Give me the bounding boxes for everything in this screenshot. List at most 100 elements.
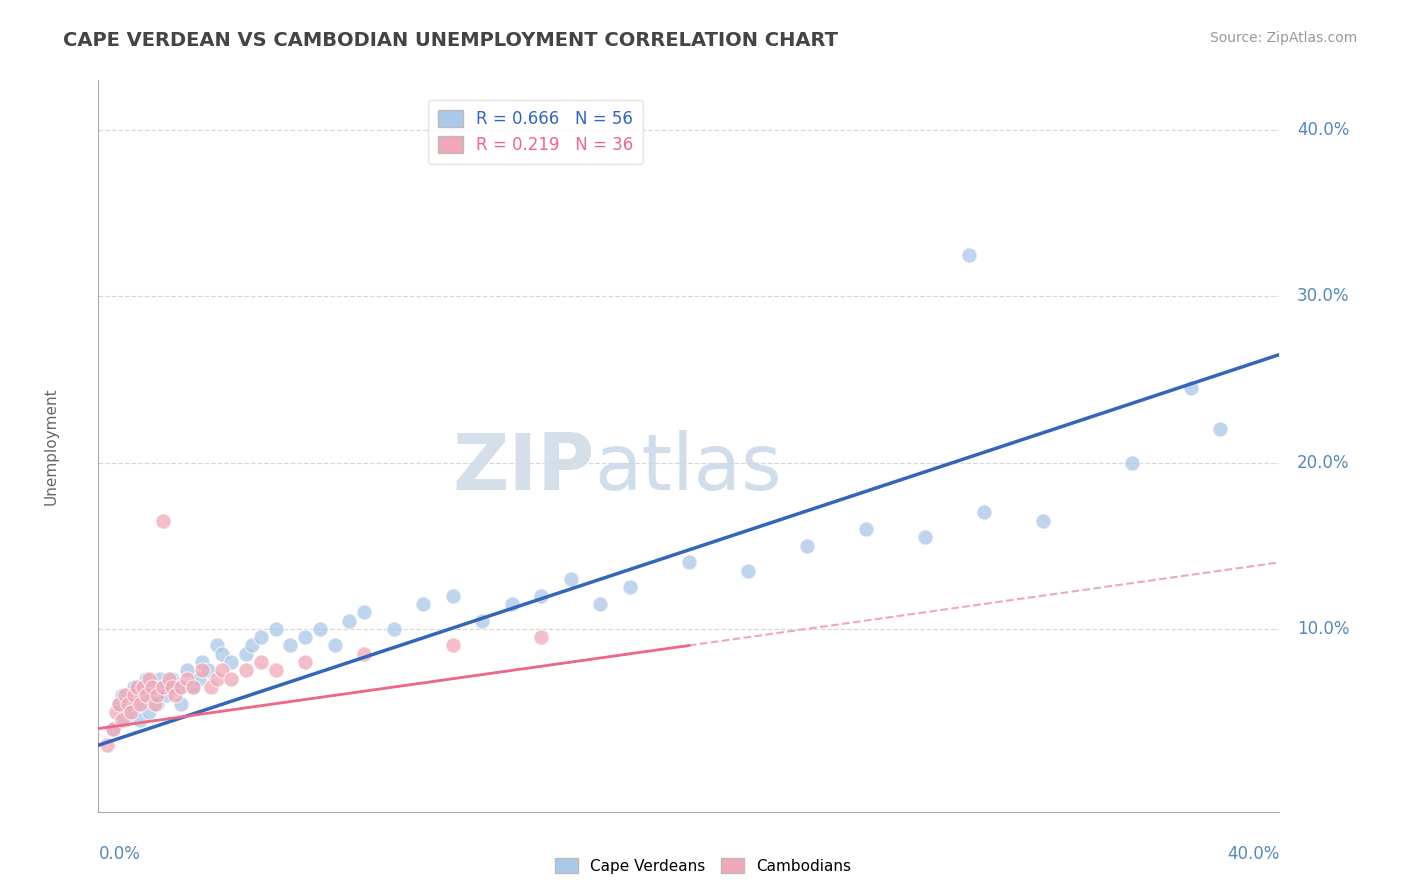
Point	[167, 680, 190, 694]
Point	[162, 672, 183, 686]
Point	[125, 680, 148, 694]
Point	[501, 597, 523, 611]
Point	[157, 672, 180, 686]
Point	[132, 689, 155, 703]
Point	[103, 722, 125, 736]
Point	[250, 655, 273, 669]
Point	[211, 647, 233, 661]
Text: CAPE VERDEAN VS CAMBODIAN UNEMPLOYMENT CORRELATION CHART: CAPE VERDEAN VS CAMBODIAN UNEMPLOYMENT C…	[63, 31, 838, 50]
Point	[155, 689, 177, 703]
Point	[235, 664, 257, 678]
Point	[353, 647, 375, 661]
Text: 30.0%: 30.0%	[1298, 287, 1350, 305]
Text: 40.0%: 40.0%	[1298, 121, 1350, 139]
Point	[96, 738, 118, 752]
Point	[339, 614, 361, 628]
Point	[103, 722, 125, 736]
Point	[117, 705, 139, 719]
Point	[170, 680, 193, 694]
Point	[191, 655, 214, 669]
Text: atlas: atlas	[595, 430, 782, 506]
Point	[294, 630, 316, 644]
Point	[149, 672, 172, 686]
Point	[152, 680, 174, 694]
Point	[132, 680, 155, 694]
Point	[1209, 422, 1232, 436]
Point	[170, 697, 193, 711]
Point	[135, 672, 157, 686]
Text: 10.0%: 10.0%	[1298, 620, 1350, 638]
Point	[200, 680, 222, 694]
Point	[205, 672, 228, 686]
Point	[221, 672, 243, 686]
Point	[152, 680, 174, 694]
Point	[138, 672, 160, 686]
Point	[181, 680, 204, 694]
Point	[280, 639, 302, 653]
Legend: Cape Verdeans, Cambodians: Cape Verdeans, Cambodians	[548, 852, 858, 880]
Point	[114, 714, 136, 728]
Point	[162, 680, 183, 694]
Point	[122, 689, 145, 703]
Point	[973, 506, 995, 520]
Point	[111, 689, 134, 703]
Text: Source: ZipAtlas.com: Source: ZipAtlas.com	[1209, 31, 1357, 45]
Legend: R = 0.666   N = 56, R = 0.219   N = 36: R = 0.666 N = 56, R = 0.219 N = 36	[427, 100, 643, 164]
Point	[619, 580, 641, 594]
Point	[323, 639, 346, 653]
Point	[412, 597, 434, 611]
Point	[197, 664, 219, 678]
Point	[128, 697, 150, 711]
Point	[441, 589, 464, 603]
Point	[737, 564, 759, 578]
Text: ZIP: ZIP	[453, 430, 595, 506]
Point	[240, 639, 263, 653]
Point	[1032, 514, 1054, 528]
Point	[138, 705, 160, 719]
Point	[589, 597, 612, 611]
Point	[165, 689, 187, 703]
Point	[105, 705, 128, 719]
Point	[264, 622, 287, 636]
Point	[309, 622, 332, 636]
Point	[235, 647, 257, 661]
Point	[264, 664, 287, 678]
Point	[353, 605, 375, 619]
Point	[181, 680, 204, 694]
Point	[796, 539, 818, 553]
Point	[135, 689, 157, 703]
Point	[122, 680, 145, 694]
Point	[108, 697, 131, 711]
Text: 0.0%: 0.0%	[98, 845, 141, 863]
Point	[128, 714, 150, 728]
Point	[141, 689, 163, 703]
Point	[678, 555, 700, 569]
Point	[471, 614, 494, 628]
Point	[191, 664, 214, 678]
Point	[125, 697, 148, 711]
Text: 20.0%: 20.0%	[1298, 454, 1350, 472]
Text: Unemployment: Unemployment	[44, 387, 59, 505]
Point	[152, 514, 174, 528]
Point	[530, 630, 553, 644]
Point	[187, 672, 209, 686]
Point	[530, 589, 553, 603]
Point	[120, 705, 142, 719]
Point	[211, 664, 233, 678]
Point	[205, 639, 228, 653]
Point	[176, 664, 198, 678]
Point	[560, 572, 582, 586]
Point	[294, 655, 316, 669]
Point	[855, 522, 877, 536]
Point	[117, 697, 139, 711]
Point	[1180, 381, 1202, 395]
Point	[108, 697, 131, 711]
Point	[221, 655, 243, 669]
Text: 40.0%: 40.0%	[1227, 845, 1279, 863]
Point	[176, 672, 198, 686]
Point	[143, 697, 166, 711]
Point	[141, 680, 163, 694]
Point	[250, 630, 273, 644]
Point	[143, 680, 166, 694]
Point	[382, 622, 405, 636]
